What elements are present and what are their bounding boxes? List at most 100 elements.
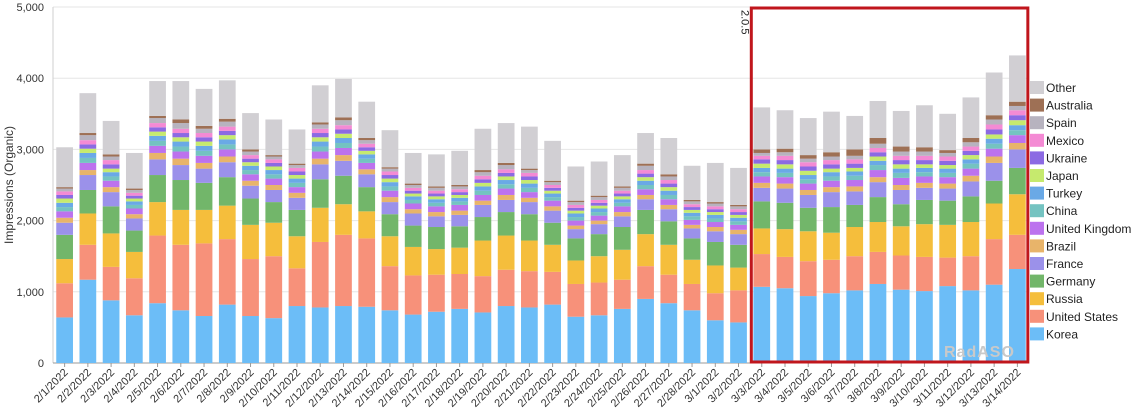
bar-segment-brazil[interactable] (474, 200, 492, 205)
bar-segment-france[interactable] (753, 187, 771, 202)
bar-segment-russia[interactable] (799, 231, 817, 262)
bar-segment-germany[interactable] (497, 212, 515, 236)
bar-segment-germany[interactable] (265, 202, 283, 223)
bar-segment-united-states[interactable] (544, 271, 561, 305)
bar-segment-korea[interactable] (381, 310, 399, 363)
bar-segment-germany[interactable] (381, 214, 399, 237)
bar-segment-ukraine[interactable] (962, 150, 980, 156)
bar-segment-germany[interactable] (660, 221, 678, 245)
bar-segment-mexico[interactable] (846, 159, 864, 164)
bar-segment-germany[interactable] (799, 207, 817, 232)
bar-segment-japan[interactable] (265, 166, 283, 171)
bar-segment-germany[interactable] (985, 180, 1003, 204)
bar-segment-spain[interactable] (79, 135, 97, 141)
bar-segment-korea[interactable] (730, 322, 747, 363)
bar-segment-australia[interactable] (218, 118, 236, 122)
bar-segment-japan[interactable] (451, 194, 469, 198)
bar-segment-korea[interactable] (683, 310, 701, 363)
bar-segment-united-kingdom[interactable] (451, 204, 469, 211)
bar-segment-other[interactable] (567, 166, 585, 201)
bar-segment-australia[interactable] (288, 163, 306, 166)
bar-segment-united-kingdom[interactable] (730, 224, 747, 230)
bar-segment-japan[interactable] (985, 134, 1003, 139)
bar-segment-japan[interactable] (242, 162, 259, 166)
bar-segment-mexico[interactable] (660, 180, 678, 184)
bar-segment-russia[interactable] (521, 240, 538, 272)
bar-segment-other[interactable] (590, 161, 608, 196)
bar-segment-mexico[interactable] (1009, 110, 1026, 116)
bar-segment-russia[interactable] (265, 222, 283, 257)
bar-segment-united-kingdom[interactable] (544, 200, 561, 207)
bar-segment-china[interactable] (265, 174, 283, 179)
bar-segment-other[interactable] (1009, 55, 1026, 102)
bar-segment-korea[interactable] (892, 289, 910, 363)
bar-segment-united-states[interactable] (869, 251, 887, 284)
bar-segment-brazil[interactable] (892, 185, 910, 190)
bar-segment-china[interactable] (1009, 130, 1026, 136)
bar-segment-turkey[interactable] (218, 139, 236, 145)
bar-segment-australia[interactable] (242, 149, 259, 152)
bar-segment-spain[interactable] (218, 121, 236, 127)
bar-segment-spain[interactable] (823, 156, 840, 161)
bar-segment-other[interactable] (521, 126, 538, 169)
bar-segment-korea[interactable] (335, 306, 352, 363)
bar-segment-turkey[interactable] (613, 199, 631, 203)
bar-segment-other[interactable] (683, 165, 701, 200)
bar-segment-turkey[interactable] (799, 175, 817, 180)
bar-segment-france[interactable] (892, 189, 910, 205)
bar-segment-united-states[interactable] (288, 268, 306, 307)
bar-segment-other[interactable] (846, 115, 864, 150)
bar-segment-ukraine[interactable] (79, 144, 97, 149)
bar-segment-ukraine[interactable] (428, 193, 445, 197)
bar-segment-brazil[interactable] (288, 192, 306, 198)
bar-segment-other[interactable] (916, 105, 933, 148)
bar-segment-other[interactable] (428, 154, 445, 187)
bar-segment-united-states[interactable] (660, 274, 678, 304)
bar-segment-russia[interactable] (404, 246, 422, 276)
bar-segment-united-states[interactable] (567, 283, 585, 317)
bar-segment-ukraine[interactable] (660, 183, 678, 188)
bar-segment-brazil[interactable] (916, 182, 933, 188)
bar-segment-australia[interactable] (637, 163, 654, 166)
bar-segment-mexico[interactable] (939, 156, 957, 161)
bar-segment-germany[interactable] (149, 175, 166, 203)
bar-segment-united-states[interactable] (985, 239, 1003, 285)
bar-segment-united-kingdom[interactable] (288, 187, 306, 193)
bar-segment-mexico[interactable] (288, 167, 306, 172)
bar-segment-japan[interactable] (567, 210, 585, 214)
bar-segment-germany[interactable] (172, 180, 190, 210)
bar-segment-united-states[interactable] (172, 244, 190, 311)
bar-segment-united-states[interactable] (706, 293, 724, 321)
bar-segment-spain[interactable] (195, 128, 213, 134)
bar-segment-germany[interactable] (544, 222, 561, 245)
bar-segment-japan[interactable] (823, 168, 840, 173)
bar-segment-china[interactable] (428, 202, 445, 207)
bar-segment-france[interactable] (288, 197, 306, 210)
bar-segment-france[interactable] (939, 188, 957, 201)
bar-segment-china[interactable] (288, 182, 306, 188)
bar-segment-china[interactable] (823, 176, 840, 181)
bar-segment-korea[interactable] (149, 303, 166, 363)
bar-segment-brazil[interactable] (730, 229, 747, 235)
bar-segment-china[interactable] (497, 184, 515, 189)
bar-segment-spain[interactable] (962, 142, 980, 147)
bar-segment-china[interactable] (125, 204, 143, 209)
bar-segment-japan[interactable] (474, 182, 492, 187)
bar-segment-mexico[interactable] (590, 199, 608, 203)
bar-segment-spain[interactable] (497, 165, 515, 170)
bar-segment-ukraine[interactable] (892, 160, 910, 165)
bar-segment-china[interactable] (195, 150, 213, 156)
bar-segment-other[interactable] (149, 81, 166, 116)
bar-segment-mexico[interactable] (242, 155, 259, 159)
bar-segment-mexico[interactable] (335, 125, 352, 130)
bar-segment-brazil[interactable] (1009, 142, 1026, 150)
bar-segment-mexico[interactable] (218, 126, 236, 131)
bar-segment-ukraine[interactable] (265, 162, 283, 167)
bar-segment-france[interactable] (916, 187, 933, 200)
bar-segment-united-kingdom[interactable] (521, 192, 538, 198)
bar-segment-korea[interactable] (660, 303, 678, 363)
bar-segment-other[interactable] (102, 120, 120, 155)
bar-segment-france[interactable] (125, 218, 143, 231)
bar-segment-brazil[interactable] (660, 204, 678, 210)
bar-segment-japan[interactable] (939, 165, 957, 169)
